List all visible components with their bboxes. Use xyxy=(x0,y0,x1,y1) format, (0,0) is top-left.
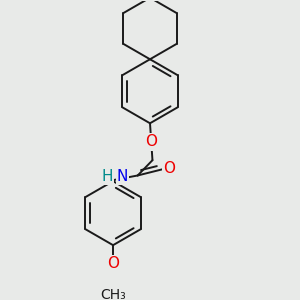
Text: O: O xyxy=(107,256,119,271)
Text: H: H xyxy=(102,169,113,184)
Text: N: N xyxy=(117,169,128,184)
Text: O: O xyxy=(145,134,157,149)
Text: CH₃: CH₃ xyxy=(100,287,126,300)
Text: O: O xyxy=(163,160,175,175)
